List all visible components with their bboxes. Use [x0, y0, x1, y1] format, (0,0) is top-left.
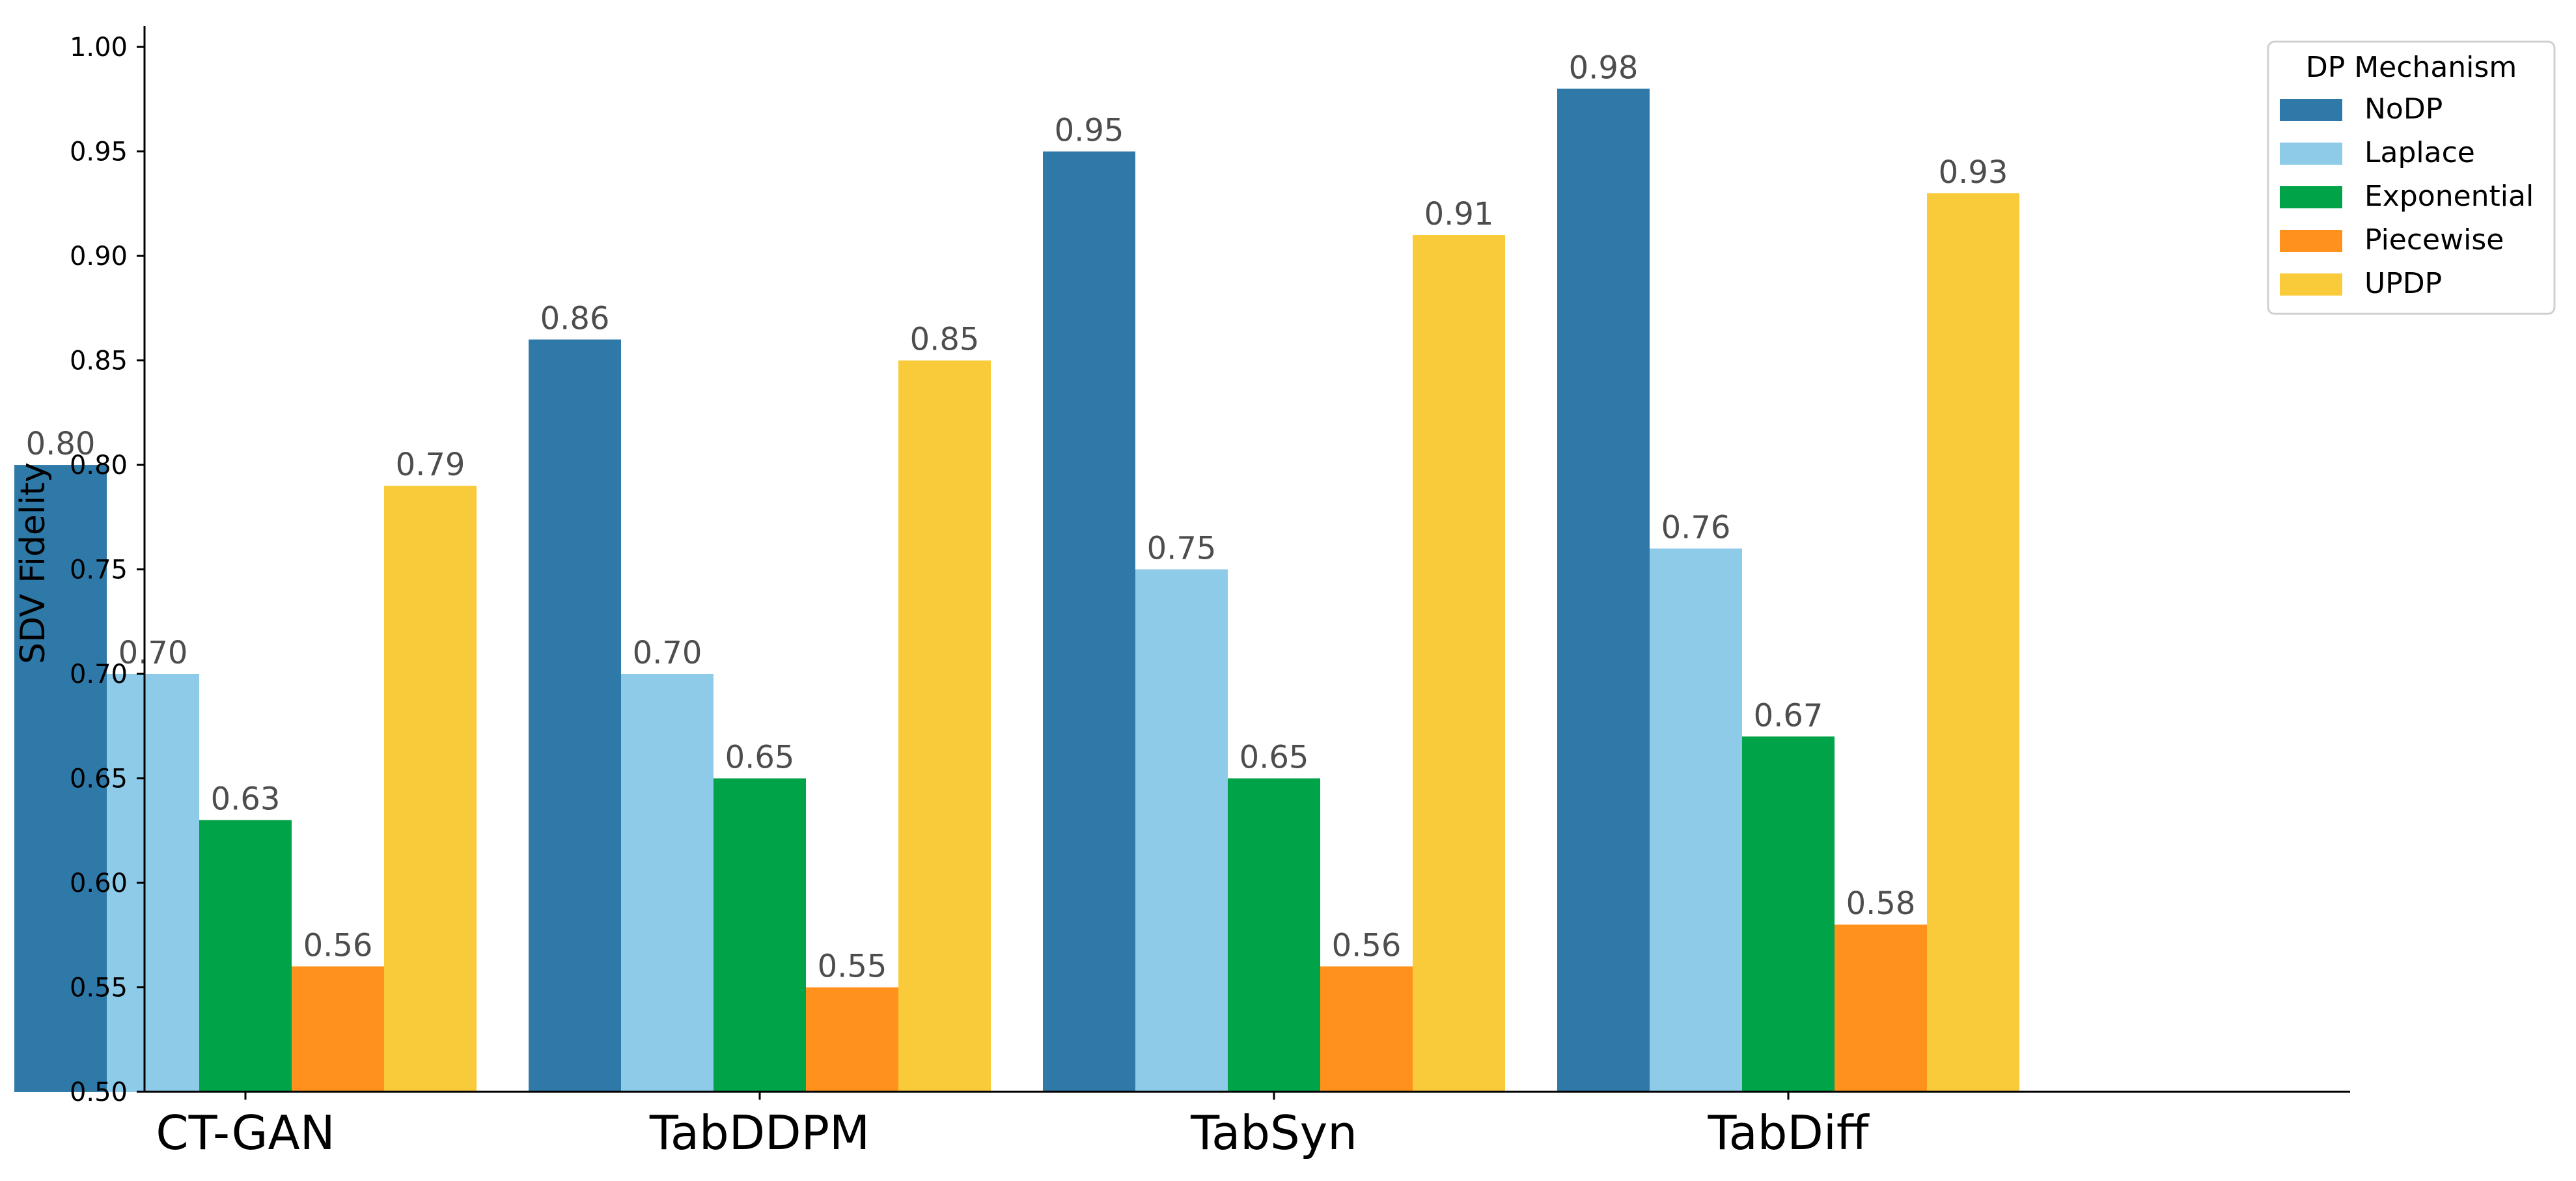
x-tick-label: TabDDPM	[649, 1105, 870, 1160]
legend-label-laplace: Laplace	[2364, 136, 2475, 169]
bar-exponential-tabsyn	[1228, 778, 1320, 1092]
y-tick-label: 0.85	[70, 346, 128, 376]
bar-piecewise-tabddpm	[806, 987, 898, 1092]
y-tick-label: 0.95	[70, 137, 128, 167]
legend-swatch-updp	[2280, 273, 2342, 296]
legend-label-piecewise: Piecewise	[2364, 223, 2504, 257]
data-label: 0.63	[211, 781, 281, 818]
bar-exponential-tabddpm	[713, 778, 806, 1092]
data-label: 0.56	[1332, 927, 1402, 964]
bar-updp-tabddpm	[898, 360, 991, 1092]
legend: DP Mechanism NoDP Laplace Exponential Piecew…	[2267, 40, 2556, 315]
bar-laplace-tabdiff	[1650, 548, 1742, 1092]
legend-swatch-nodp	[2280, 99, 2342, 121]
data-label: 0.67	[1754, 697, 1823, 734]
bar-piecewise-ct-gan	[292, 966, 384, 1092]
bar-nodp-tabdiff	[1557, 89, 1650, 1092]
data-label: 0.76	[1661, 510, 1731, 546]
bar-laplace-tabsyn	[1135, 569, 1228, 1092]
data-label: 0.70	[118, 635, 188, 671]
data-label: 0.98	[1569, 49, 1639, 86]
data-label: 0.80	[26, 426, 96, 462]
y-tick-label: 0.90	[70, 242, 128, 271]
bar-exponential-tabdiff	[1742, 736, 1835, 1092]
legend-label-updp: UPDP	[2364, 267, 2442, 300]
legend-title: DP Mechanism	[2306, 51, 2517, 84]
data-label: 0.65	[725, 740, 795, 776]
bar-nodp-tabsyn	[1043, 151, 1135, 1092]
y-axis: 0.50 0.55 0.60 0.65 0.70 0.75 0.80 0.85 0.90 0.95…	[70, 26, 146, 1107]
legend-label-exponential: Exponential	[2364, 180, 2534, 213]
x-tick-label: TabSyn	[1190, 1105, 1357, 1160]
y-tick-label: 1.00	[70, 33, 128, 63]
data-labels-layer: 0.80 0.70 0.63 0.56 0.79 0.86 0.70 0.65 0.55 0.85…	[26, 49, 2008, 984]
data-label: 0.91	[1424, 196, 1494, 232]
bar-updp-tabsyn	[1413, 235, 1505, 1092]
y-tick-label: 0.50	[70, 1077, 128, 1107]
data-label: 0.70	[633, 635, 702, 671]
x-tick-label: TabDiff	[1708, 1105, 1870, 1160]
bar-piecewise-tabsyn	[1320, 966, 1413, 1092]
bar-updp-tabdiff	[1927, 193, 2019, 1092]
bars-layer	[14, 89, 2019, 1092]
bar-updp-ct-gan	[384, 486, 477, 1092]
y-tick-label: 0.65	[70, 764, 128, 794]
legend-label-nodp: NoDP	[2364, 92, 2443, 126]
bar-exponential-ct-gan	[199, 820, 292, 1092]
data-label: 0.75	[1147, 531, 1217, 567]
y-tick-label: 0.80	[70, 451, 128, 480]
legend-swatch-exponential	[2280, 186, 2342, 208]
y-tick-label: 0.60	[70, 868, 128, 898]
data-label: 0.65	[1240, 740, 1309, 776]
data-label: 0.85	[910, 322, 980, 358]
data-label: 0.55	[818, 949, 887, 985]
bar-nodp-tabddpm	[529, 339, 621, 1092]
bar-nodp-ct-gan	[14, 465, 107, 1092]
y-tick-label: 0.70	[70, 660, 128, 689]
data-label: 0.79	[396, 447, 465, 483]
legend-swatch-piecewise	[2280, 230, 2342, 252]
y-tick-label: 0.55	[70, 973, 128, 1003]
y-axis-label: SDV Fidelity	[14, 462, 53, 664]
data-label: 0.56	[303, 927, 373, 964]
data-label: 0.58	[1846, 885, 1916, 922]
data-label: 0.86	[540, 301, 610, 337]
bar-piecewise-tabdiff	[1835, 924, 1927, 1092]
x-axis: CT-GAN TabDDPM TabSyn TabDiff	[145, 1091, 2350, 1160]
bar-laplace-tabddpm	[621, 674, 713, 1092]
data-label: 0.93	[1939, 154, 2008, 191]
bar-laplace-ct-gan	[107, 674, 199, 1092]
x-tick-label: CT-GAN	[156, 1105, 335, 1160]
legend-swatch-laplace	[2280, 143, 2342, 165]
y-tick-label: 0.75	[70, 555, 128, 585]
data-label: 0.95	[1055, 113, 1124, 149]
